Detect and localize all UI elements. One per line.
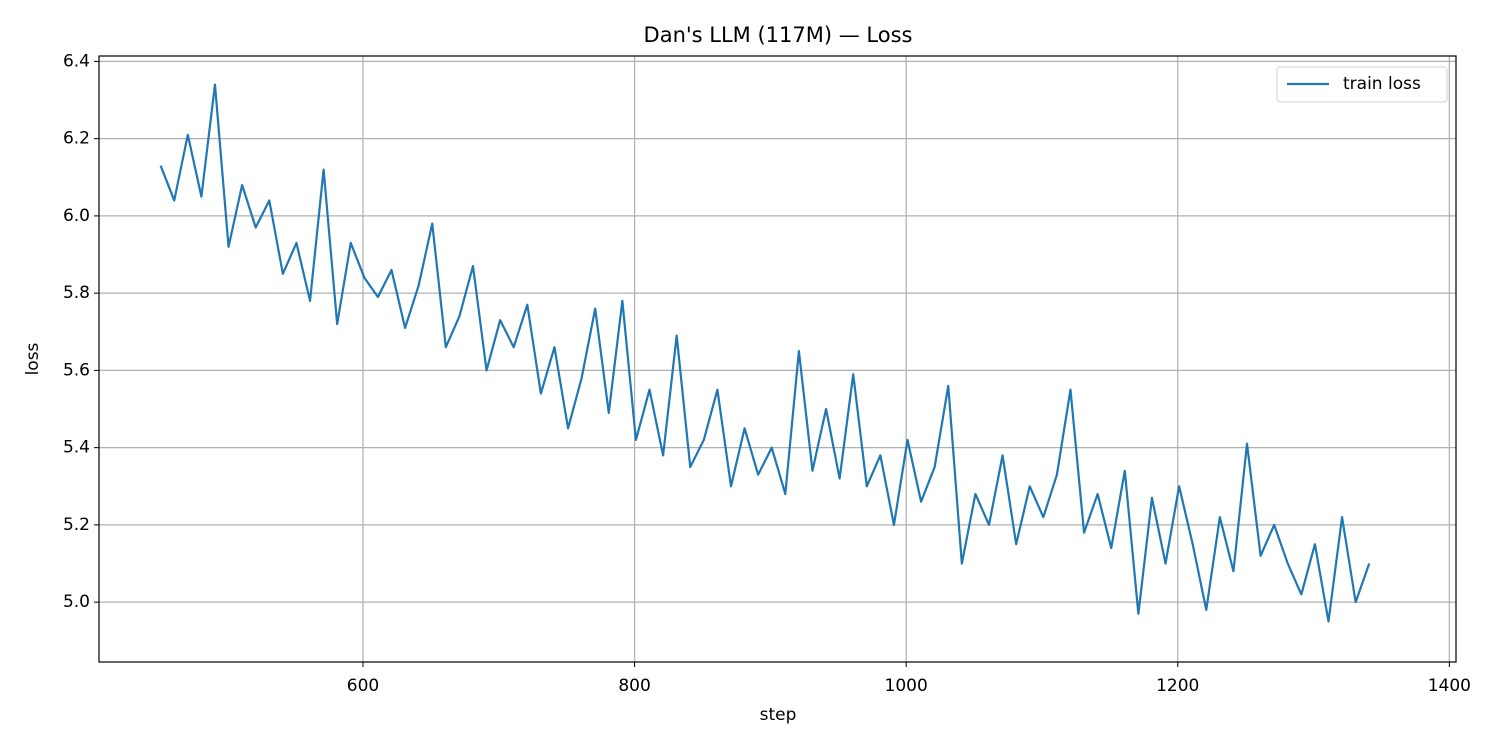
- x-tick-label: 1400: [1428, 676, 1471, 696]
- x-axis-label: step: [760, 705, 797, 725]
- y-axis-label: loss: [23, 342, 43, 375]
- y-tick-label: 6.4: [63, 51, 90, 71]
- y-tick-label: 6.2: [63, 129, 90, 149]
- x-tick-label: 600: [347, 676, 379, 696]
- x-tick-label: 800: [618, 676, 650, 696]
- y-tick-label: 5.0: [63, 592, 90, 612]
- legend-box: [1276, 66, 1448, 103]
- legend: train loss: [1276, 66, 1448, 103]
- x-tick-label: 1200: [1156, 676, 1199, 696]
- chart-title: Dan's LLM (117M) — Loss: [644, 23, 913, 47]
- data-line: [159, 83, 1371, 623]
- x-tick-label: 1000: [885, 676, 928, 696]
- y-tick-label: 6.0: [63, 206, 90, 226]
- y-tick-label: 5.2: [63, 515, 90, 535]
- y-tick-label: 5.8: [63, 283, 90, 303]
- y-tick-label: 5.4: [63, 438, 90, 458]
- plot-frame: [98, 55, 1457, 663]
- legend-label: train loss: [1343, 74, 1421, 94]
- y-tick-label: 5.6: [63, 360, 90, 380]
